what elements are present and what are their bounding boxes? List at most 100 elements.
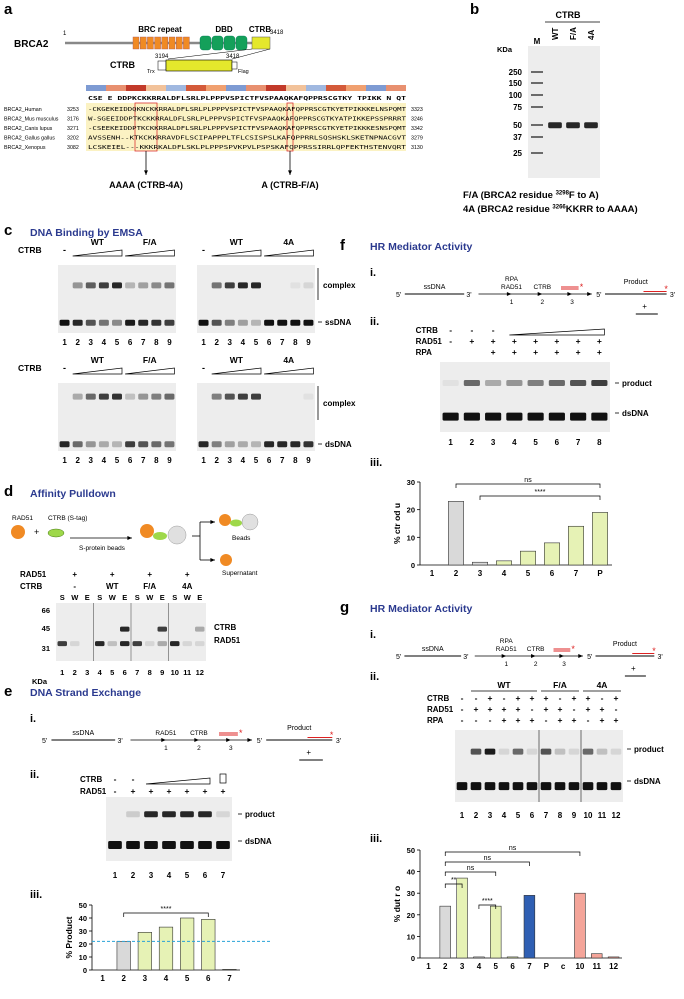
conservation-cell — [101, 85, 106, 91]
gel-band — [211, 393, 222, 400]
label: - — [202, 245, 205, 255]
x-tick-label: 3 — [460, 962, 465, 971]
conservation-cell — [161, 85, 166, 91]
conservation-cell — [286, 85, 291, 91]
conservation-cell — [171, 85, 176, 91]
gel-band — [570, 412, 587, 421]
x-tick-label: 12 — [609, 962, 618, 971]
label: 7 — [141, 338, 146, 347]
x-tick-label: 11 — [593, 962, 602, 971]
y-axis-label: % Product — [64, 916, 74, 958]
label: 5 — [254, 338, 259, 347]
label: + — [516, 704, 521, 714]
ramp — [211, 367, 262, 375]
bar — [544, 542, 560, 566]
ladder-band — [531, 152, 543, 154]
label: CTRB — [556, 10, 581, 20]
conservation-cell — [401, 85, 406, 91]
label: 3246 — [411, 117, 423, 123]
label: 9 — [167, 456, 172, 465]
note-superscript: 3266 — [552, 205, 566, 211]
gel-band — [290, 441, 301, 448]
brc-repeat — [168, 36, 176, 50]
label: 8 — [293, 456, 298, 465]
conservation-cell — [301, 85, 306, 91]
ramp — [211, 249, 262, 257]
line — [231, 48, 271, 60]
gel-band — [527, 412, 544, 421]
x-tick-label: P — [544, 962, 550, 971]
label: RPA — [416, 348, 433, 357]
label: - — [132, 774, 135, 784]
x-tick-label: 4 — [164, 974, 169, 983]
label: 1 — [504, 661, 508, 668]
label: 150 — [509, 79, 523, 88]
label: 4A — [587, 30, 596, 40]
label: 7 — [280, 456, 285, 465]
label: + — [544, 704, 549, 714]
label: + — [34, 527, 39, 537]
label: HR Mediator Activity — [370, 241, 472, 253]
bar — [158, 926, 174, 971]
gel-band — [526, 782, 538, 791]
significance-bracket — [123, 912, 209, 917]
note-text: F to A) — [569, 190, 599, 201]
label: 3 — [228, 456, 233, 465]
label: + — [597, 336, 602, 346]
label: - — [587, 715, 590, 725]
label: + — [185, 786, 190, 796]
ctrb — [47, 528, 65, 538]
gel-band — [548, 412, 565, 421]
label: 75 — [513, 103, 522, 112]
gel-band — [195, 626, 205, 632]
label: i. — [370, 629, 376, 641]
y-tick-label: 40 — [407, 868, 415, 877]
bar — [568, 525, 584, 566]
label: - — [470, 325, 473, 335]
bar — [523, 895, 536, 959]
gel-band — [198, 841, 212, 849]
label: W — [109, 593, 117, 602]
brc-repeat — [132, 36, 140, 50]
label: 3' — [463, 654, 468, 661]
label: 3' — [118, 738, 123, 745]
significance: **** — [535, 489, 546, 496]
label: HR Mediator Activity — [370, 603, 472, 615]
conservation-cell — [331, 85, 336, 91]
ctrb — [153, 532, 167, 540]
label: - — [559, 693, 562, 703]
gel-band — [442, 380, 459, 386]
label: 50 — [513, 121, 522, 130]
label: 6 — [267, 338, 272, 347]
x-tick-label: 4 — [502, 569, 507, 578]
label: 2 — [214, 456, 219, 465]
label: 2 — [470, 438, 475, 447]
label: 8 — [597, 438, 602, 447]
significance-bracket — [444, 861, 530, 866]
x-tick-label: 5 — [185, 974, 190, 983]
label: + — [544, 693, 549, 703]
label: 5' — [42, 738, 47, 745]
gel-band — [610, 748, 622, 755]
gel-band — [138, 282, 149, 289]
conservation-cell — [346, 85, 351, 91]
gel-band — [198, 319, 209, 326]
label: 3 — [89, 338, 94, 347]
conservation-cell — [201, 85, 206, 91]
label: dsDNA — [245, 837, 272, 846]
conservation-cell — [91, 85, 96, 91]
label: AAAA (CTRB-4A) — [109, 180, 183, 190]
label: - — [489, 715, 492, 725]
label: 1 — [60, 668, 64, 677]
label: ii. — [30, 769, 39, 781]
label: 11 — [598, 811, 607, 820]
label: 4 — [502, 811, 507, 820]
arrow-head — [288, 170, 292, 175]
gel-band — [151, 319, 162, 326]
gel-band — [596, 782, 608, 791]
label: DNA Strand Exchange — [30, 687, 141, 699]
ramp — [125, 367, 175, 375]
note: 4A (BRCA2 residue 3266KKRR to AAAA) — [463, 204, 638, 215]
label: 4A — [182, 582, 192, 591]
label: 6 — [123, 668, 127, 677]
